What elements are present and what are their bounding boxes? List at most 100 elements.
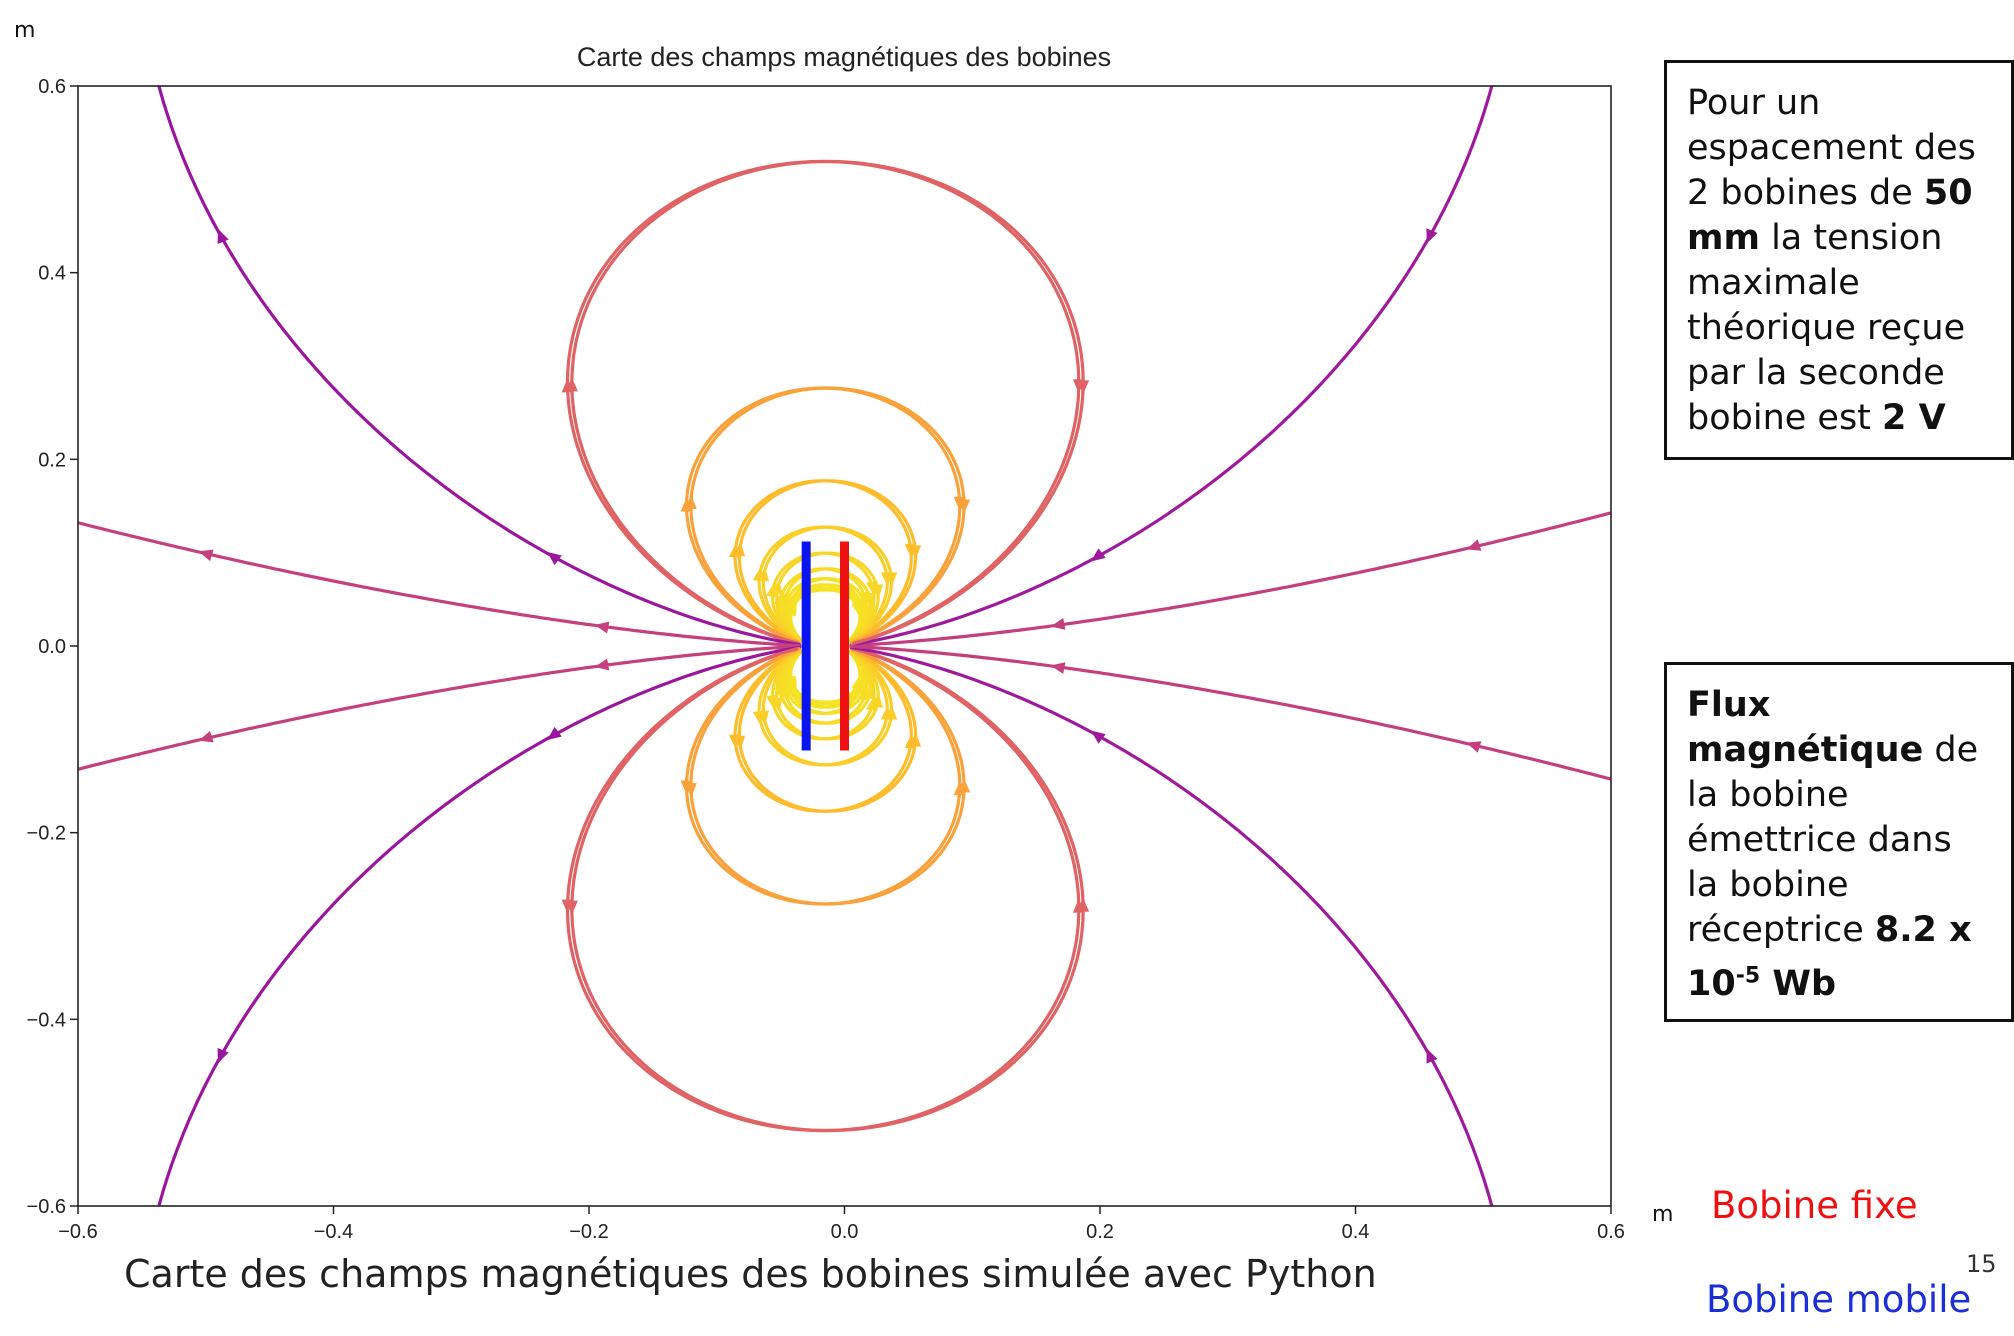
field-arrow	[1050, 618, 1066, 630]
field-arrow	[858, 597, 870, 613]
voltage-text-1: Pour un espacement des 2 bobines de	[1687, 83, 1976, 213]
field-streamline	[786, 650, 863, 709]
field-streamline	[565, 159, 1081, 646]
field-streamline	[570, 646, 1085, 1133]
y-tick-label: −0.6	[27, 1196, 66, 1218]
field-arrow	[885, 572, 898, 587]
y-tick-label: 0.0	[38, 636, 66, 658]
field-arrow	[858, 685, 870, 701]
voltage-value: 2 V	[1882, 398, 1946, 438]
field-arrow	[778, 590, 791, 606]
x-tick-label: −0.6	[58, 1221, 97, 1243]
field-arrow	[773, 685, 786, 701]
field-arrow	[1077, 380, 1090, 395]
legend-mobile-coil: Bobine mobile	[1706, 1278, 1972, 1321]
field-streamline	[787, 583, 865, 642]
field-streamline	[157, 645, 802, 1206]
flux-mantissa: 8.2 x 10	[1687, 910, 1972, 1004]
field-streamline	[757, 648, 889, 767]
field-arrow	[547, 551, 562, 566]
coils	[801, 541, 849, 751]
chart-title: Carte des champs magnétiques des bobines	[577, 42, 1111, 72]
y-tick-label: −0.2	[27, 823, 66, 845]
field-streamline	[685, 647, 962, 906]
voltage-info-box: Pour un espacement des 2 bobines de 50 m…	[1664, 60, 2014, 460]
field-arrow	[958, 499, 971, 514]
x-tick-label: 0.2	[1086, 1221, 1114, 1243]
field-arrow	[880, 705, 893, 720]
field-streamline	[849, 86, 1494, 647]
legend-fixed-coil: Bobine fixe	[1711, 1184, 1918, 1227]
x-axis-unit: m	[1652, 1202, 1674, 1227]
field-arrow	[770, 579, 783, 595]
field-arrow	[733, 541, 746, 557]
field-streamline	[849, 645, 1494, 1206]
flux-info-box: Flux magnétique de la bobine émettrice d…	[1664, 662, 2014, 1022]
field-arrow	[198, 730, 214, 743]
x-tick-label: 0.6	[1597, 1221, 1625, 1243]
field-arrow	[217, 228, 229, 245]
spacing-value: 50 mm	[1687, 173, 1973, 258]
x-tick-label: −0.2	[569, 1221, 608, 1243]
field-arrow	[953, 781, 966, 796]
field-arrow	[594, 658, 610, 671]
field-arrow	[1090, 548, 1106, 562]
field-streamline	[770, 649, 876, 741]
y-tick-label: 0.4	[38, 263, 66, 285]
field-arrow	[757, 566, 770, 582]
field-arrow	[1090, 730, 1106, 744]
field-arrow	[1466, 741, 1482, 753]
field-arrow	[863, 592, 876, 608]
y-tick-label: 0.2	[38, 449, 66, 471]
y-tick-label: −0.4	[27, 1009, 66, 1031]
flux-value: 8.2 x 10-5 Wb	[1687, 910, 1972, 1004]
field-streamline	[781, 567, 872, 642]
field-arrow	[766, 694, 778, 710]
page-number: 15	[1966, 1250, 1997, 1278]
y-axis-unit: m	[14, 18, 36, 43]
flux-heading: Flux magnétique	[1687, 685, 1924, 770]
field-arrow	[1050, 662, 1066, 674]
field-arrow	[871, 584, 884, 599]
field-streamline	[570, 159, 1085, 646]
field-streamline	[778, 650, 869, 725]
field-streamline	[78, 644, 802, 771]
x-tick-label: 0.4	[1342, 1221, 1370, 1243]
field-arrow	[565, 377, 578, 392]
field-streamline	[565, 646, 1081, 1133]
field-arrow	[1072, 898, 1085, 913]
streamlines	[78, 86, 1611, 1206]
field-streamline	[761, 525, 894, 644]
field-arrow	[547, 726, 562, 741]
field-arrow	[909, 545, 922, 560]
field-arrow	[728, 734, 741, 749]
field-arrow	[904, 734, 917, 749]
field-arrow	[684, 494, 697, 510]
field-arrow	[854, 679, 867, 695]
field-arrow	[752, 710, 765, 726]
x-tick-label: 0.0	[831, 1221, 859, 1243]
field-streamline	[737, 479, 918, 643]
flux-exponent: -5	[1735, 963, 1761, 988]
field-streamline	[689, 386, 966, 645]
field-arrow	[561, 899, 574, 914]
y-tick-label: 0.6	[38, 76, 66, 98]
field-arrow	[217, 1047, 229, 1064]
field-streamline	[849, 511, 1611, 648]
flux-text-1: de la bobine émettrice dans la bobine ré…	[1687, 730, 1979, 950]
field-streamline	[157, 86, 802, 647]
field-arrow	[594, 621, 610, 634]
field-streamline	[733, 649, 913, 813]
field-streamline	[783, 650, 865, 716]
field-streamline	[849, 644, 1611, 781]
axes: −0.6 −0.4 −0.2 0.0 0.2 0.4 0.6 0.6 0.4 0.2 0.0 −0.2…	[27, 76, 1625, 1243]
field-arrow	[198, 549, 214, 562]
field-arrow	[680, 780, 693, 795]
voltage-text-2: la tension maximale théorique reçue par …	[1687, 218, 1966, 438]
field-arrow	[865, 696, 878, 712]
field-streamline	[785, 576, 868, 642]
field-arrow	[1466, 539, 1482, 551]
flux-unit: Wb	[1760, 963, 1837, 1004]
